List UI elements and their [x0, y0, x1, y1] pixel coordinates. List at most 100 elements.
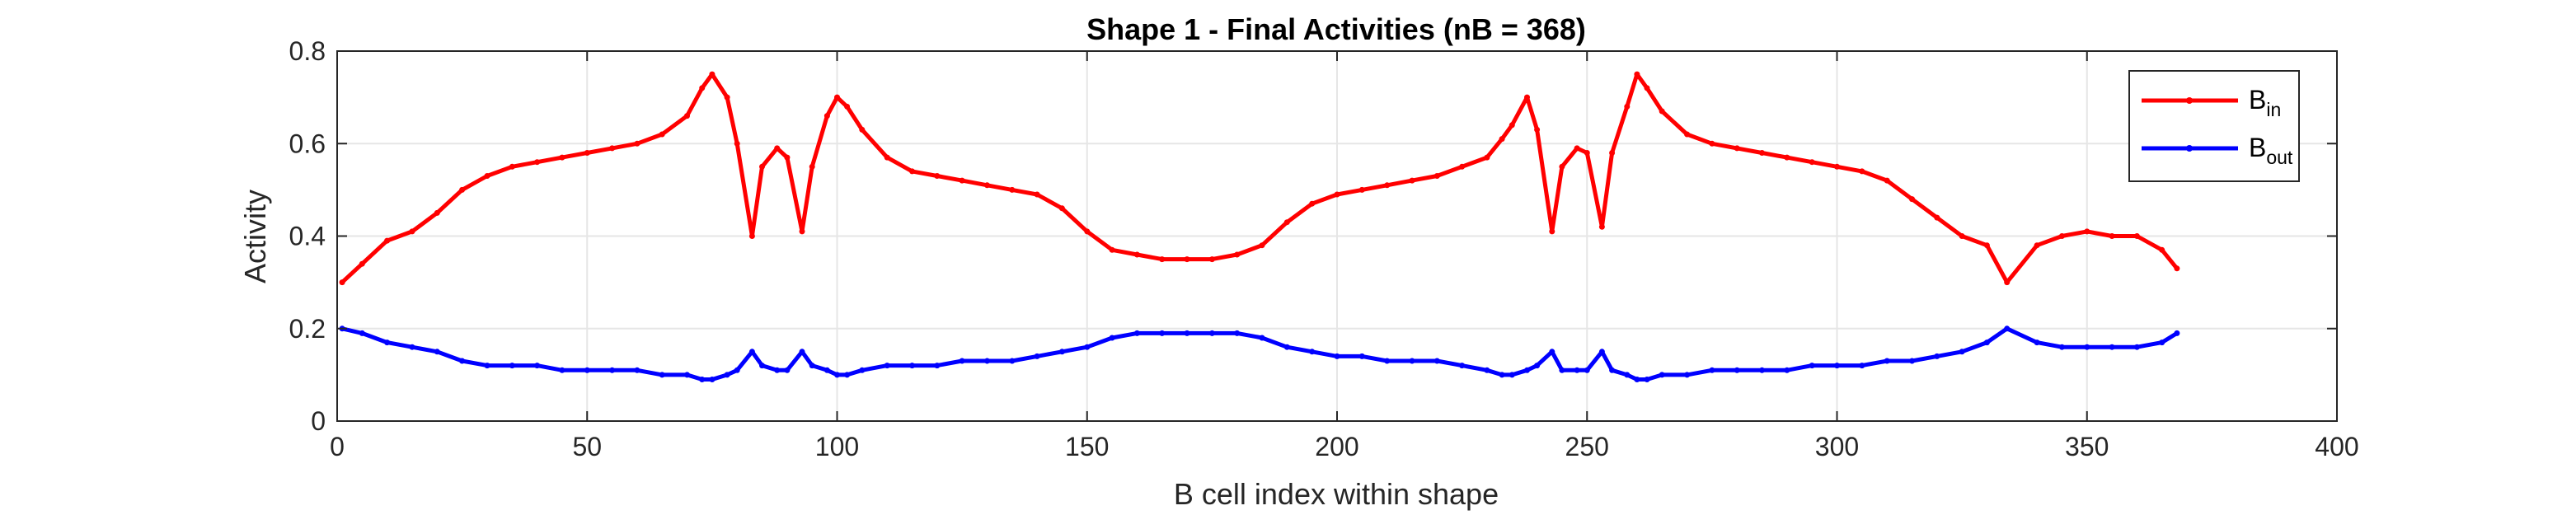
legend-subscript-b-out: out [2266, 147, 2293, 168]
legend-box [2128, 70, 2300, 182]
data-point-b-in [659, 131, 665, 138]
data-point-b-out [699, 377, 706, 382]
data-point-b-out [1784, 367, 1790, 373]
data-point-b-out [459, 358, 466, 364]
y-tick-label: 0 [311, 406, 326, 436]
data-point-b-in [509, 163, 515, 170]
data-point-b-out [1584, 367, 1590, 373]
data-point-b-out [1659, 372, 1665, 378]
data-point-b-out [1034, 353, 1040, 359]
data-point-b-out [844, 372, 851, 378]
x-tick-label: 150 [1065, 432, 1109, 461]
data-point-b-out [2004, 325, 2011, 332]
data-point-b-in [909, 168, 915, 175]
data-point-b-in [759, 163, 765, 170]
x-tick-label: 200 [1315, 432, 1358, 461]
data-point-b-out [1859, 363, 1865, 369]
data-point-b-out [774, 367, 781, 373]
data-point-b-out [1598, 349, 1605, 355]
legend-subscript-b-in: in [2266, 99, 2281, 120]
series-lines [339, 71, 2180, 382]
data-point-b-out [1384, 358, 1391, 364]
data-point-b-out [884, 363, 890, 369]
data-point-b-out [1759, 367, 1765, 373]
data-point-b-out [409, 344, 415, 350]
legend-entry-b-in: Bin [2249, 85, 2281, 120]
data-point-b-out [1624, 372, 1631, 378]
data-point-b-out [909, 363, 915, 369]
data-point-b-out [759, 363, 765, 369]
data-point-b-in [1909, 196, 1915, 203]
data-point-b-out [1809, 363, 1815, 369]
y-tick-label: 0.4 [289, 222, 326, 251]
data-point-b-out [823, 367, 830, 373]
axis-ticks: 0 50 100 150 200 250 300 350 400 0 0.2 0.4 0.6 0.8 [289, 36, 2359, 461]
data-point-b-out [434, 349, 440, 355]
data-point-b-in [1598, 223, 1605, 230]
data-point-b-out [748, 349, 755, 355]
data-point-b-out [359, 330, 365, 336]
data-point-b-in [1499, 136, 1505, 143]
data-point-b-out [859, 367, 866, 373]
data-point-b-out [1983, 339, 1990, 346]
data-point-b-in [459, 186, 466, 193]
data-point-b-in [1784, 154, 1790, 161]
data-point-b-out [1684, 372, 1691, 378]
data-point-b-out [934, 363, 941, 369]
data-point-b-in [2133, 233, 2140, 239]
data-point-b-out [959, 358, 965, 364]
legend-entry-b-out: Bout [2249, 133, 2293, 168]
data-point-b-in [809, 163, 815, 170]
data-point-b-in [1759, 150, 1765, 156]
data-point-b-out [1459, 363, 1466, 369]
data-point-b-out [534, 363, 541, 369]
data-point-b-out [984, 358, 990, 364]
data-point-b-in [859, 126, 866, 133]
data-point-b-in [1283, 219, 1290, 226]
data-point-b-out [1644, 377, 1650, 382]
data-point-b-in [434, 209, 440, 216]
data-point-b-in [1484, 154, 1490, 161]
data-point-b-out [609, 367, 616, 373]
data-point-b-out [634, 367, 640, 373]
data-point-b-in [1109, 246, 1115, 253]
data-point-b-in [409, 228, 415, 235]
data-point-b-in [1184, 256, 1190, 263]
data-point-b-out [1358, 353, 1365, 359]
data-point-b-out [734, 367, 740, 373]
data-point-b-in [1584, 150, 1590, 156]
data-point-b-in [359, 260, 365, 267]
data-point-b-in [884, 154, 890, 161]
data-point-b-in [1659, 108, 1665, 115]
data-point-b-out [1309, 349, 1316, 355]
data-point-b-in [1259, 242, 1265, 249]
data-point-b-out [2034, 339, 2040, 346]
data-point-b-out [1109, 335, 1115, 341]
data-point-b-out [1334, 353, 1340, 359]
data-point-b-in [734, 140, 740, 147]
data-point-b-in [1459, 163, 1466, 170]
data-point-b-in [1734, 145, 1740, 152]
data-point-b-out [809, 363, 815, 369]
data-point-b-in [484, 173, 490, 179]
data-point-b-out [709, 377, 716, 382]
data-point-b-in [834, 94, 840, 101]
x-tick-label: 300 [1815, 432, 1859, 461]
data-point-b-out [1159, 330, 1166, 336]
data-point-b-out [1734, 367, 1740, 373]
data-point-b-out [1834, 363, 1840, 369]
data-point-b-out [1084, 344, 1091, 350]
data-point-b-in [1959, 233, 1965, 239]
data-point-b-in [1624, 103, 1631, 110]
data-point-b-out [2133, 344, 2140, 350]
data-point-b-in [1574, 145, 1580, 152]
data-point-b-in [2109, 233, 2115, 239]
data-point-b-out [1009, 358, 1016, 364]
data-point-b-out [1234, 330, 1241, 336]
data-point-b-in [1409, 177, 1415, 184]
x-tick-label: 350 [2065, 432, 2109, 461]
x-tick-label: 250 [1565, 432, 1609, 461]
y-axis-label: Activity [238, 190, 272, 283]
data-point-b-out [684, 372, 690, 378]
data-point-b-out [559, 367, 565, 373]
